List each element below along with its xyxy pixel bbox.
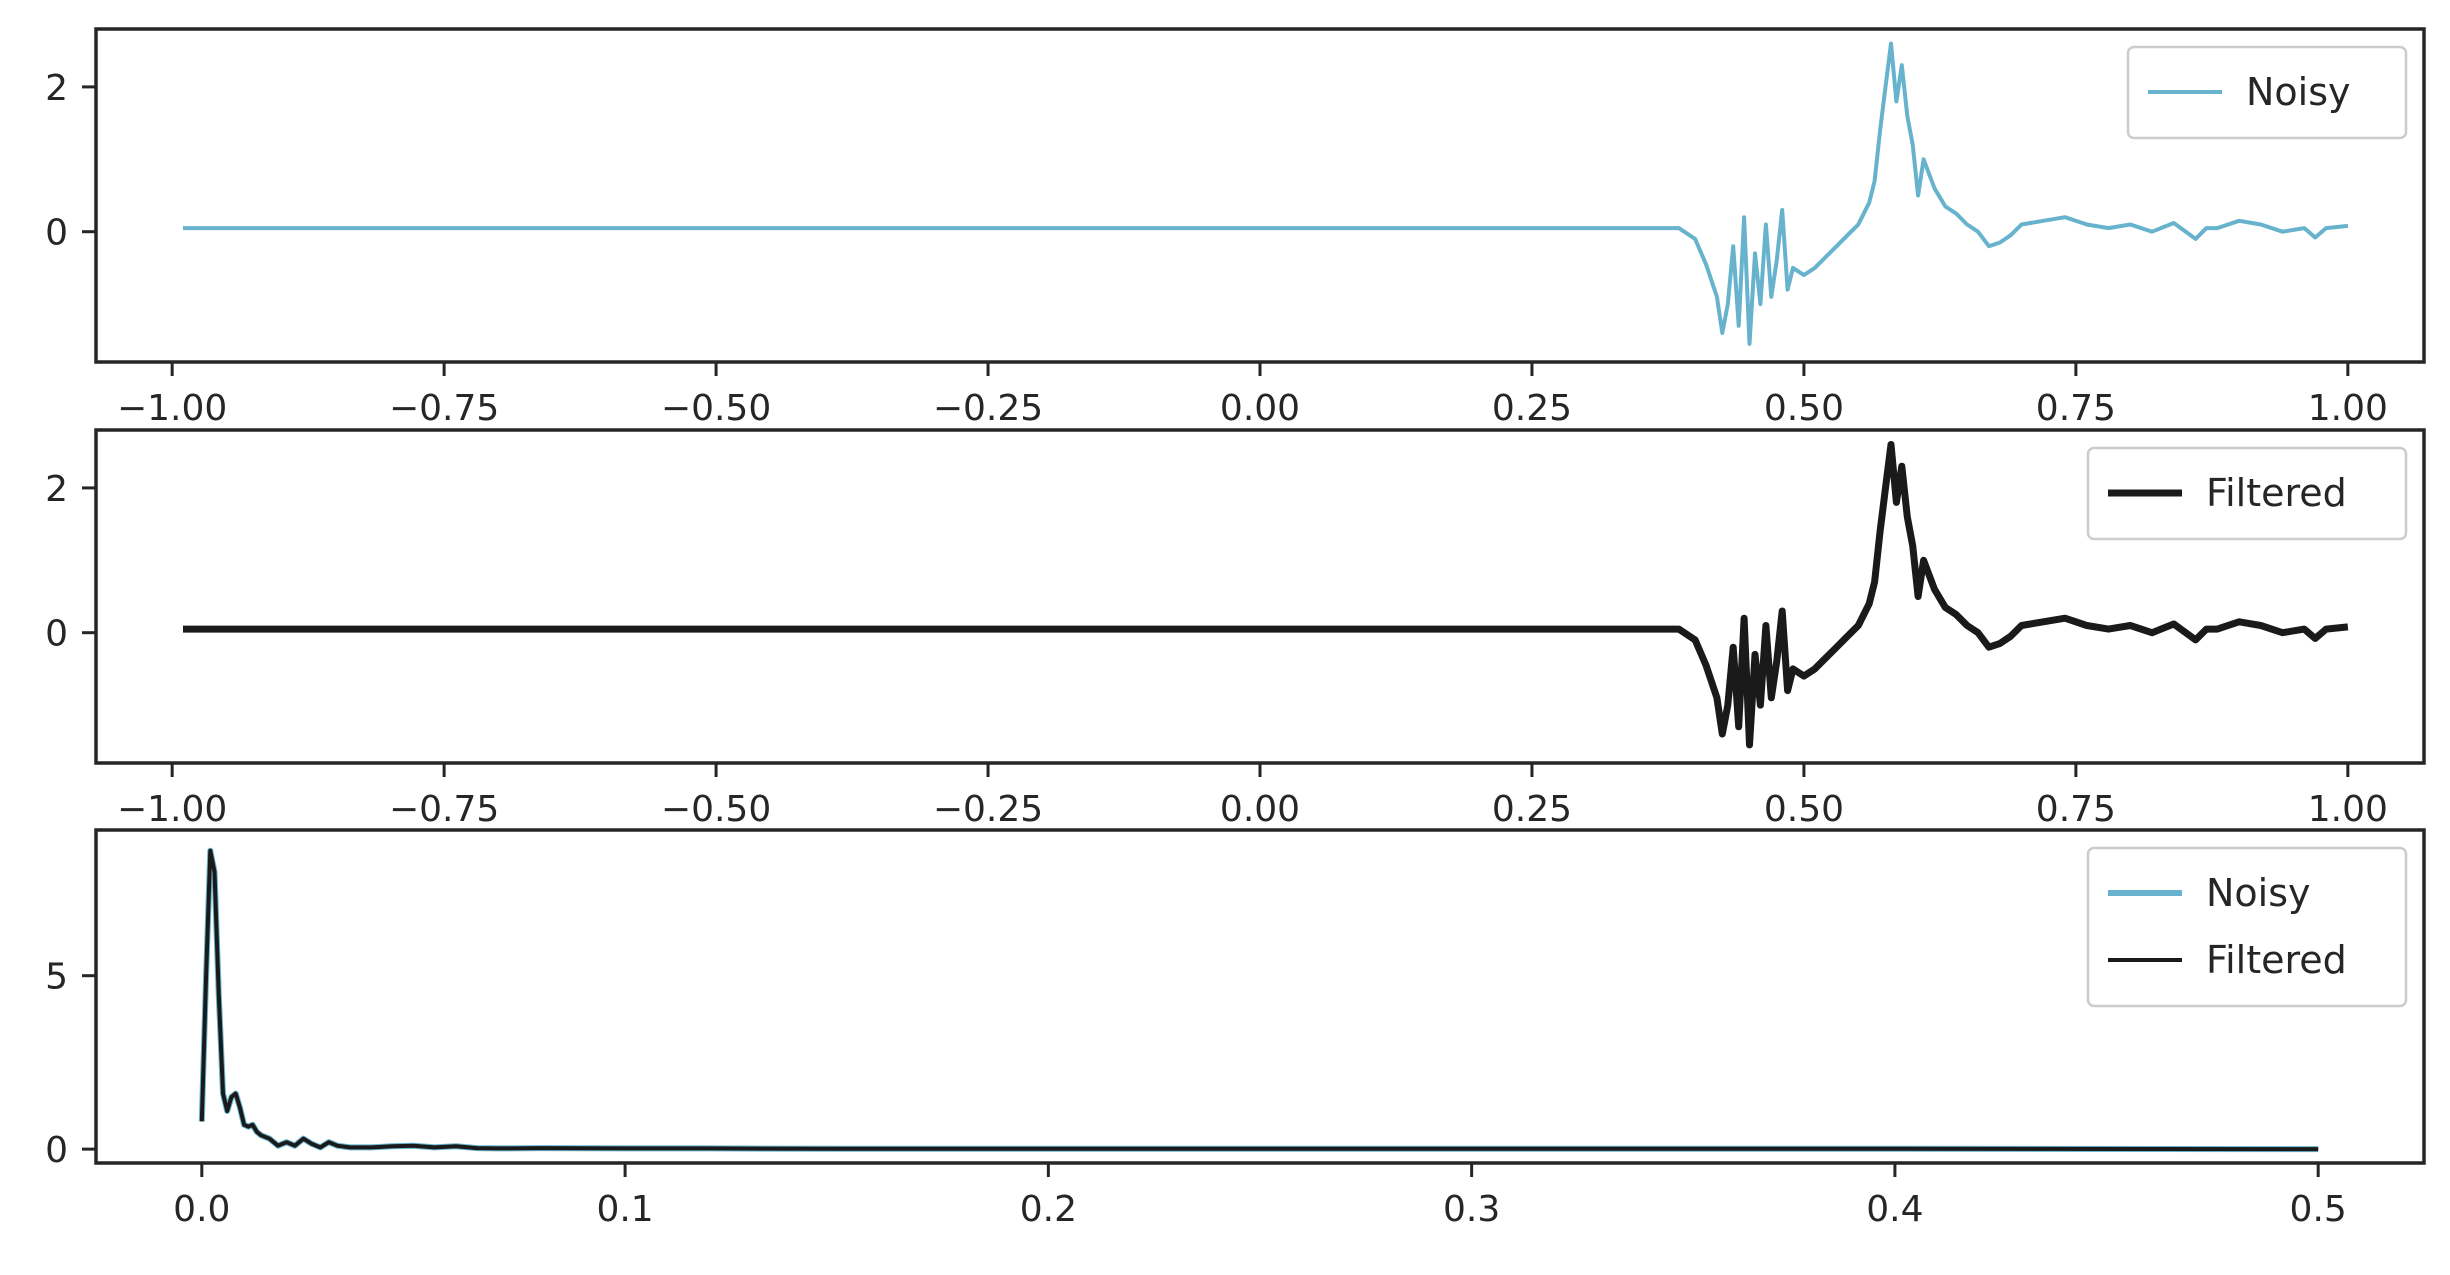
axes-frame [94, 828, 2426, 1165]
legend-label-noisy: Noisy [2206, 871, 2311, 915]
x-tick-label: 0.00 [1220, 388, 1300, 429]
x-tick-label: 1.00 [2308, 388, 2388, 429]
x-tick-label: 0.75 [2036, 388, 2116, 429]
y-tick-label: 2 [45, 68, 68, 109]
x-tick-label: 0.50 [1764, 789, 1844, 830]
legend-label-filtered: Filtered [2206, 938, 2347, 982]
x-tick-label: 0.2 [1020, 1189, 1077, 1230]
series-line-filtered [199, 848, 2319, 1152]
y-tick-label: 2 [45, 469, 68, 510]
x-tick-label: −0.75 [389, 388, 499, 429]
legend: Filtered [2086, 446, 2408, 541]
chart-panel-2: −1.00 −0.75 −0.50 −0.25 0.00 0.25 0.50 0.75 1.00… [45, 428, 2426, 830]
x-tick-label: 0.1 [596, 1189, 653, 1230]
y-tick-label: 5 [45, 957, 68, 998]
x-tick-label: 0.25 [1492, 388, 1572, 429]
legend-label-filtered: Filtered [2206, 471, 2347, 515]
y-tick-label: 0 [45, 213, 68, 254]
legend: Noisy [2126, 45, 2408, 140]
x-tick-label: 1.00 [2308, 789, 2388, 830]
legend-box [2086, 446, 2408, 541]
x-tick-label: 0.75 [2036, 789, 2116, 830]
x-tick-label: 0.5 [2290, 1189, 2347, 1230]
x-tick-label: 0.00 [1220, 789, 1300, 830]
y-tick-label: 0 [45, 1130, 68, 1171]
x-tick-label: 0.4 [1866, 1189, 1923, 1230]
series-line-noisy [183, 41, 2349, 346]
x-tick-label: −0.25 [933, 789, 1043, 830]
x-tick-label: −0.25 [933, 388, 1043, 429]
x-tick-label: −1.00 [117, 388, 227, 429]
x-tick-label: −0.50 [661, 789, 771, 830]
x-tick-label: −0.50 [661, 388, 771, 429]
legend: Noisy Filtered [2086, 846, 2408, 1008]
x-tick-label: 0.0 [173, 1189, 230, 1230]
y-tick-label: 0 [45, 614, 68, 655]
x-tick-label: 0.50 [1764, 388, 1844, 429]
x-tick-label: 0.3 [1443, 1189, 1500, 1230]
axes-frame [94, 428, 2426, 765]
legend-box [2126, 45, 2408, 140]
chart-panel-1: −1.00 −0.75 −0.50 −0.25 0.00 0.25 0.50 0.75 1.00… [45, 27, 2426, 429]
axes-frame [94, 27, 2426, 364]
legend-box [2086, 846, 2408, 1008]
chart-panel-3: 0.0 0.1 0.2 0.3 0.4 0.5 0 5 Noisy Filtered [45, 828, 2426, 1230]
x-tick-label: −1.00 [117, 789, 227, 830]
x-tick-label: 0.25 [1492, 789, 1572, 830]
series-line-filtered [183, 441, 2349, 749]
x-tick-label: −0.75 [389, 789, 499, 830]
legend-label-noisy: Noisy [2246, 70, 2351, 114]
series-line-noisy [198, 847, 2319, 1153]
